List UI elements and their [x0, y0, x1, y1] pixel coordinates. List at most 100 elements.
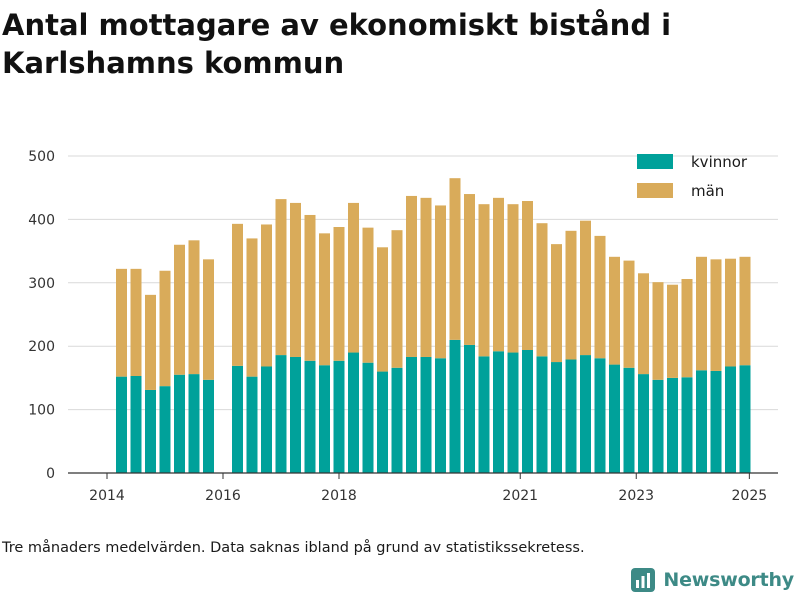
- bar-kvinnor: [145, 389, 156, 473]
- bar-man: [710, 259, 722, 371]
- bar-kvinnor: [246, 376, 258, 473]
- bar-kvinnor: [377, 371, 388, 473]
- bar-man: [362, 227, 374, 363]
- footnote: Tre månaders medelvärden. Data saknas ib…: [2, 540, 585, 556]
- bar-kvinnor: [304, 360, 316, 473]
- brand-name: Newsworthy: [663, 569, 794, 591]
- bar-kvinnor: [464, 344, 475, 473]
- bar-man: [449, 178, 461, 340]
- bar-kvinnor: [580, 355, 591, 473]
- bar-kvinnor: [696, 370, 707, 473]
- bar-kvinnor: [406, 356, 417, 473]
- bar-kvinnor: [188, 374, 200, 473]
- bar-man: [609, 256, 620, 365]
- bar-kvinnor: [203, 379, 214, 473]
- y-tick-label: 500: [28, 149, 55, 165]
- bars: [116, 178, 751, 473]
- bar-man: [580, 220, 591, 356]
- y-tick-label: 300: [28, 276, 55, 292]
- bar-kvinnor: [667, 377, 678, 473]
- x-tick-label: 2021: [502, 488, 538, 504]
- newsworthy-logo-icon: [631, 568, 656, 592]
- bar-man: [667, 284, 678, 378]
- bar-man: [652, 282, 664, 380]
- bar-man: [464, 194, 475, 345]
- bar-man: [188, 240, 200, 375]
- legend-label: män: [691, 182, 724, 200]
- bar-kvinnor: [420, 356, 432, 473]
- bar-man: [145, 294, 156, 390]
- bar-man: [696, 256, 707, 371]
- bar-kvinnor: [609, 364, 620, 473]
- stacked-bar-chart: 0 100 200 300 400 500 2014 2016 2018 2021 2023 2025…: [28, 149, 778, 504]
- y-tick-label: 100: [28, 403, 55, 419]
- bar-man: [319, 233, 330, 366]
- bar-kvinnor: [348, 352, 359, 473]
- bar-kvinnor: [493, 351, 504, 473]
- y-tick-label: 400: [28, 212, 55, 228]
- bar-man: [681, 278, 693, 378]
- bar-man: [536, 223, 548, 357]
- x-tick-label: 2025: [732, 488, 768, 504]
- bar-man: [391, 230, 403, 368]
- bar-man: [232, 223, 243, 366]
- bar-kvinnor: [551, 362, 562, 473]
- bar-man: [275, 199, 287, 356]
- bar-man: [594, 235, 606, 359]
- bar-man: [478, 204, 490, 357]
- bar-man: [507, 204, 519, 353]
- bar-kvinnor: [594, 358, 606, 473]
- bar-man: [522, 201, 533, 351]
- legend-label: kvinnor: [691, 153, 748, 171]
- x-tick-label: 2014: [89, 488, 125, 504]
- bar-man: [638, 273, 649, 375]
- x-tick-label: 2016: [205, 488, 241, 504]
- bar-man: [551, 244, 562, 363]
- legend: kvinnor män: [637, 153, 748, 200]
- brand[interactable]: Newsworthy: [630, 567, 794, 593]
- bar-man: [246, 238, 258, 377]
- bar-kvinnor: [638, 374, 649, 473]
- bar-man: [348, 202, 359, 353]
- y-tick-label: 200: [28, 339, 55, 355]
- bar-man: [565, 230, 577, 360]
- bar-kvinnor: [362, 362, 374, 473]
- axes: 0 100 200 300 400 500 2014 2016 2018 2021 2023 2025: [28, 149, 778, 504]
- bar-kvinnor: [710, 370, 722, 473]
- bar-kvinnor: [275, 355, 287, 473]
- bar-kvinnor: [536, 356, 548, 473]
- bar-kvinnor: [681, 377, 693, 473]
- bar-kvinnor: [739, 365, 751, 473]
- bar-kvinnor: [130, 375, 142, 473]
- bar-man: [174, 244, 185, 375]
- bar-kvinnor: [116, 376, 127, 473]
- x-tick-label: 2023: [618, 488, 654, 504]
- bar-kvinnor: [449, 339, 461, 473]
- bar-man: [377, 247, 388, 372]
- bar-kvinnor: [565, 359, 577, 473]
- bar-kvinnor: [435, 358, 446, 473]
- bar-man: [116, 268, 127, 377]
- legend-swatch: [637, 154, 673, 169]
- bar-kvinnor: [261, 366, 272, 473]
- bar-kvinnor: [652, 379, 664, 473]
- bar-man: [739, 256, 751, 366]
- bar-man: [290, 202, 301, 357]
- bar-man: [623, 260, 635, 368]
- bar-man: [203, 259, 214, 380]
- bar-man: [420, 197, 432, 357]
- legend-swatch: [637, 183, 673, 198]
- bar-man: [304, 214, 316, 361]
- bar-kvinnor: [391, 367, 403, 473]
- bar-man: [493, 197, 504, 352]
- y-tick-label: 0: [46, 466, 55, 482]
- bar-kvinnor: [290, 356, 301, 473]
- bar-kvinnor: [522, 350, 533, 473]
- bar-man: [333, 227, 345, 361]
- bar-kvinnor: [478, 356, 490, 473]
- bar-kvinnor: [159, 386, 171, 473]
- bar-kvinnor: [319, 365, 330, 473]
- bar-kvinnor: [623, 367, 635, 473]
- bar-kvinnor: [725, 366, 736, 473]
- bar-kvinnor: [333, 360, 345, 473]
